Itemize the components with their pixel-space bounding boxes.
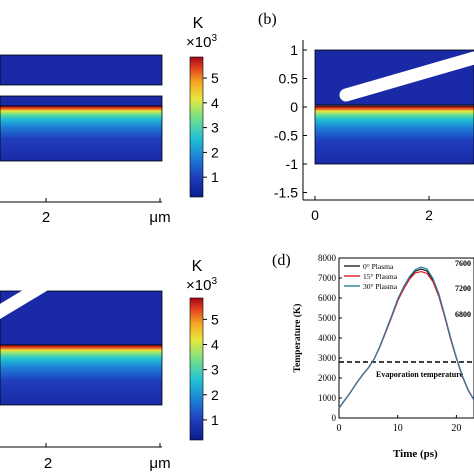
chart-ytick-label: 0 [332,413,337,423]
panel-b-label: (b) [258,11,277,28]
panel-c-temperature-field [0,344,163,406]
colorbar-bottom-scale: ×103 [186,276,217,294]
colorbar-bottom-gradient [189,297,204,441]
panel-b-ytick-label: -0.5 [274,128,298,144]
colorbar-bottom-tick-label: 4 [211,336,219,352]
chart-x-axis-label: Time (ps) [393,448,438,460]
panel-b-ytick-label: -1.5 [274,185,298,201]
panel-a-gap-block [0,95,163,107]
legend-label-0: 0° Plasma [363,262,394,271]
colorbar-top-tick-label: 2 [211,144,219,160]
inset-tick-label: 7600 [455,259,471,268]
panel-c-unit-label: μm [149,455,170,472]
panel-a-unit-label: μm [149,209,170,226]
panel-b-tip [339,51,474,102]
chart-y-axis-label: Temperature (K) [292,304,303,373]
chart-ytick-label: 5000 [318,313,337,323]
colorbar-bottom-tick-label: 5 [211,311,219,327]
colorbar-top-tick-label: 4 [211,95,219,111]
colorbar-top: K ×103 5 4 3 2 1 [186,15,219,198]
panel-d-label: (d) [272,252,291,269]
panel-b-ytick-label: 0.5 [279,71,299,87]
legend-label-2: 30° Plasma [363,282,398,291]
panel-b-temperature-field [314,105,474,165]
colorbar-bottom-tick-label: 3 [211,362,219,378]
chart-ytick-label: 8000 [318,253,337,263]
colorbar-top-unit: K [193,15,204,32]
panel-a-upper-block [0,54,163,86]
inset-tick-label: 7200 [455,284,471,293]
colorbar-bottom: K ×103 5 4 3 2 1 [186,258,219,441]
panel-c-tip [0,278,51,319]
legend-label-1: 15° Plasma [363,272,398,281]
panel-d: (d) 8000 7000 6000 5000 4000 3000 2000 1000 0 0 1… [272,252,474,460]
panel-b-xtick-label: 0 [311,207,319,223]
colorbar-top-gradient [189,56,204,198]
series-line-2 [338,266,474,409]
panel-b-ytick-label: 1 [290,42,298,58]
threshold-label: Evaporation temperature [376,370,464,379]
panel-a-temperature-field [0,105,163,162]
colorbar-bottom-unit: K [192,258,203,275]
colorbar-top-tick-label: 1 [211,169,219,185]
panel-b: (b) 1 0.5 0 -0.5 -1 -1.5 0 2 [258,11,474,223]
colorbar-bottom-tick-label: 1 [211,412,219,428]
chart-xtick-label: 10 [393,423,403,434]
panel-c: 2 μm [0,278,171,472]
panel-c-xtick-label: 2 [44,455,52,472]
panel-a-xtick-label: 2 [42,209,50,226]
colorbar-top-tick-label: 3 [211,120,219,136]
colorbar-top-scale: ×103 [186,33,217,51]
panel-b-xtick-label: 2 [425,207,433,223]
colorbar-top-tick-label: 5 [211,70,219,86]
chart-ytick-label: 2000 [318,373,337,383]
chart-ytick-label: 3000 [318,353,337,363]
chart-ytick-label: 4000 [318,333,337,343]
chart-ytick-label: 7000 [318,273,337,283]
colorbar-bottom-tick-label: 2 [211,387,219,403]
panel-b-ytick-label: 0 [290,99,298,115]
chart-ytick-label: 1000 [318,393,337,403]
panel-b-ytick-label: -1 [286,156,299,172]
chart-xtick-label: 20 [451,423,461,434]
chart-ytick-label: 6000 [318,293,337,303]
panel-a: 2 μm [0,54,171,226]
chart-xtick-label: 0 [337,423,342,434]
inset-tick-label: 6800 [455,310,471,319]
